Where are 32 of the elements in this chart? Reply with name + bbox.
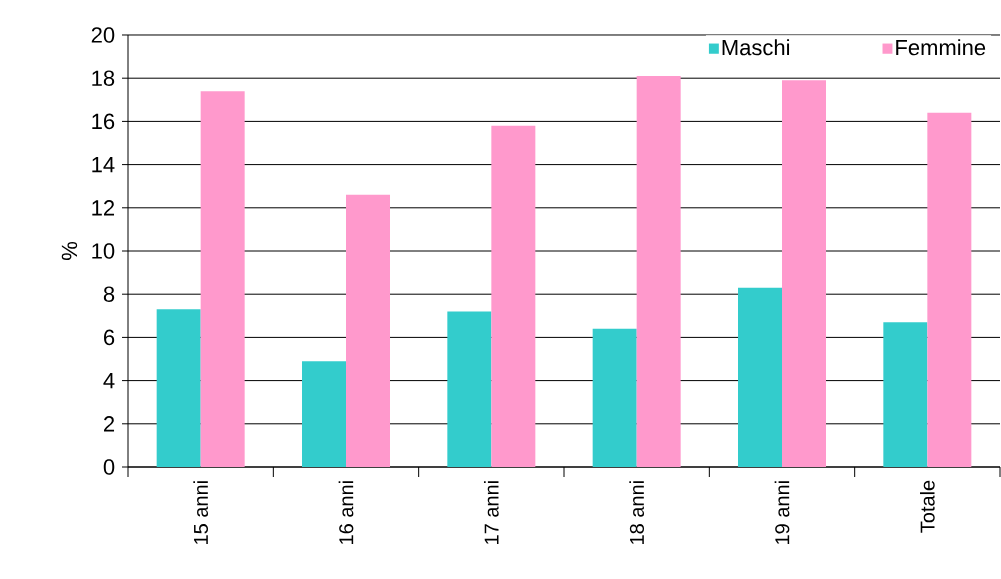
bar	[491, 125, 536, 467]
y-tick-label: 18	[92, 70, 115, 86]
y-tick-label: 6	[104, 329, 115, 346]
x-tick-label: 19 anni	[774, 481, 790, 544]
bar	[636, 76, 681, 467]
bar	[302, 361, 346, 467]
legend-label: Femmine	[896, 39, 986, 56]
x-tick-label: 16 anni	[338, 481, 354, 544]
x-tick-label: Totale	[919, 480, 935, 533]
y-tick-label: 10	[92, 243, 115, 259]
bar	[156, 309, 201, 467]
y-axis-title: %	[61, 242, 78, 260]
bar	[782, 80, 826, 467]
y-tick-label: 14	[92, 157, 115, 173]
y-tick-label: 12	[92, 200, 115, 216]
x-tick-label: 17 anni	[483, 481, 499, 544]
y-tick-label: 16	[92, 113, 115, 130]
bar	[738, 287, 782, 467]
x-tick-label: 18 anni	[629, 481, 645, 544]
bar	[200, 91, 245, 467]
bar	[883, 322, 928, 467]
bar	[927, 112, 972, 467]
x-tick-label: 15 anni	[193, 481, 209, 544]
y-tick-label: 0	[103, 459, 115, 475]
y-tick-label: 4	[103, 373, 115, 389]
y-tick-label: 2	[104, 416, 115, 432]
legend-label: Maschi	[722, 39, 790, 56]
bar	[592, 328, 637, 467]
bar	[346, 194, 390, 467]
y-tick-label: 8	[103, 286, 115, 302]
y-tick-label: 20	[91, 27, 115, 43]
bar	[447, 311, 492, 467]
